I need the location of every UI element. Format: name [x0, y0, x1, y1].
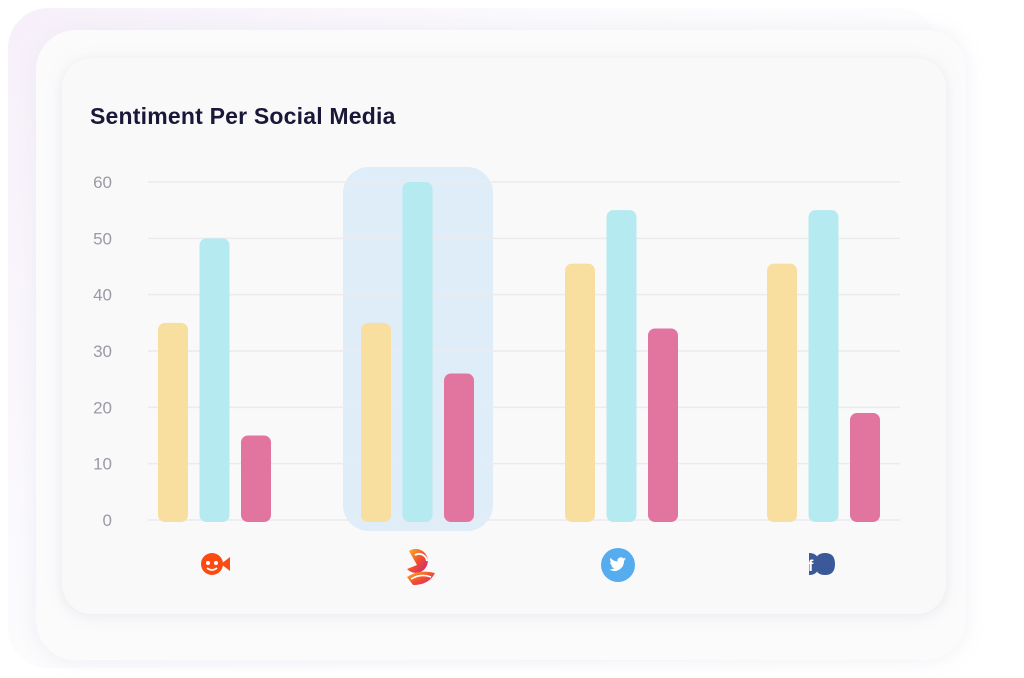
y-tick-label: 20 — [93, 398, 112, 417]
bar-facebook-0[interactable] — [767, 263, 797, 522]
bar-twitter-2[interactable] — [648, 328, 678, 522]
svg-text:f: f — [808, 558, 814, 575]
bar-instagram-1[interactable] — [402, 182, 433, 522]
twitter-icon[interactable] — [600, 547, 635, 582]
y-tick-label: 30 — [93, 342, 112, 361]
bar-reddit-1[interactable] — [199, 238, 230, 523]
facebook-icon[interactable]: f — [805, 547, 839, 581]
y-tick-label: 60 — [93, 173, 112, 192]
bar-twitter-0[interactable] — [565, 263, 595, 522]
bar-facebook-1[interactable] — [808, 210, 839, 522]
chart-title: Sentiment Per Social Media — [90, 103, 396, 129]
bar-reddit-0[interactable] — [158, 322, 188, 522]
bar-instagram-2[interactable] — [444, 373, 474, 522]
bar-twitter-1[interactable] — [606, 210, 637, 522]
bar-instagram-0[interactable] — [361, 322, 391, 522]
bar-reddit-2[interactable] — [241, 435, 271, 523]
bar-facebook-2[interactable] — [850, 412, 880, 522]
y-tick-label: 50 — [93, 229, 112, 248]
y-tick-label: 0 — [103, 511, 112, 530]
reddit-icon[interactable] — [197, 547, 231, 581]
instagram-icon[interactable] — [399, 547, 435, 585]
y-tick-label: 40 — [93, 286, 112, 305]
y-tick-label: 10 — [93, 455, 112, 474]
